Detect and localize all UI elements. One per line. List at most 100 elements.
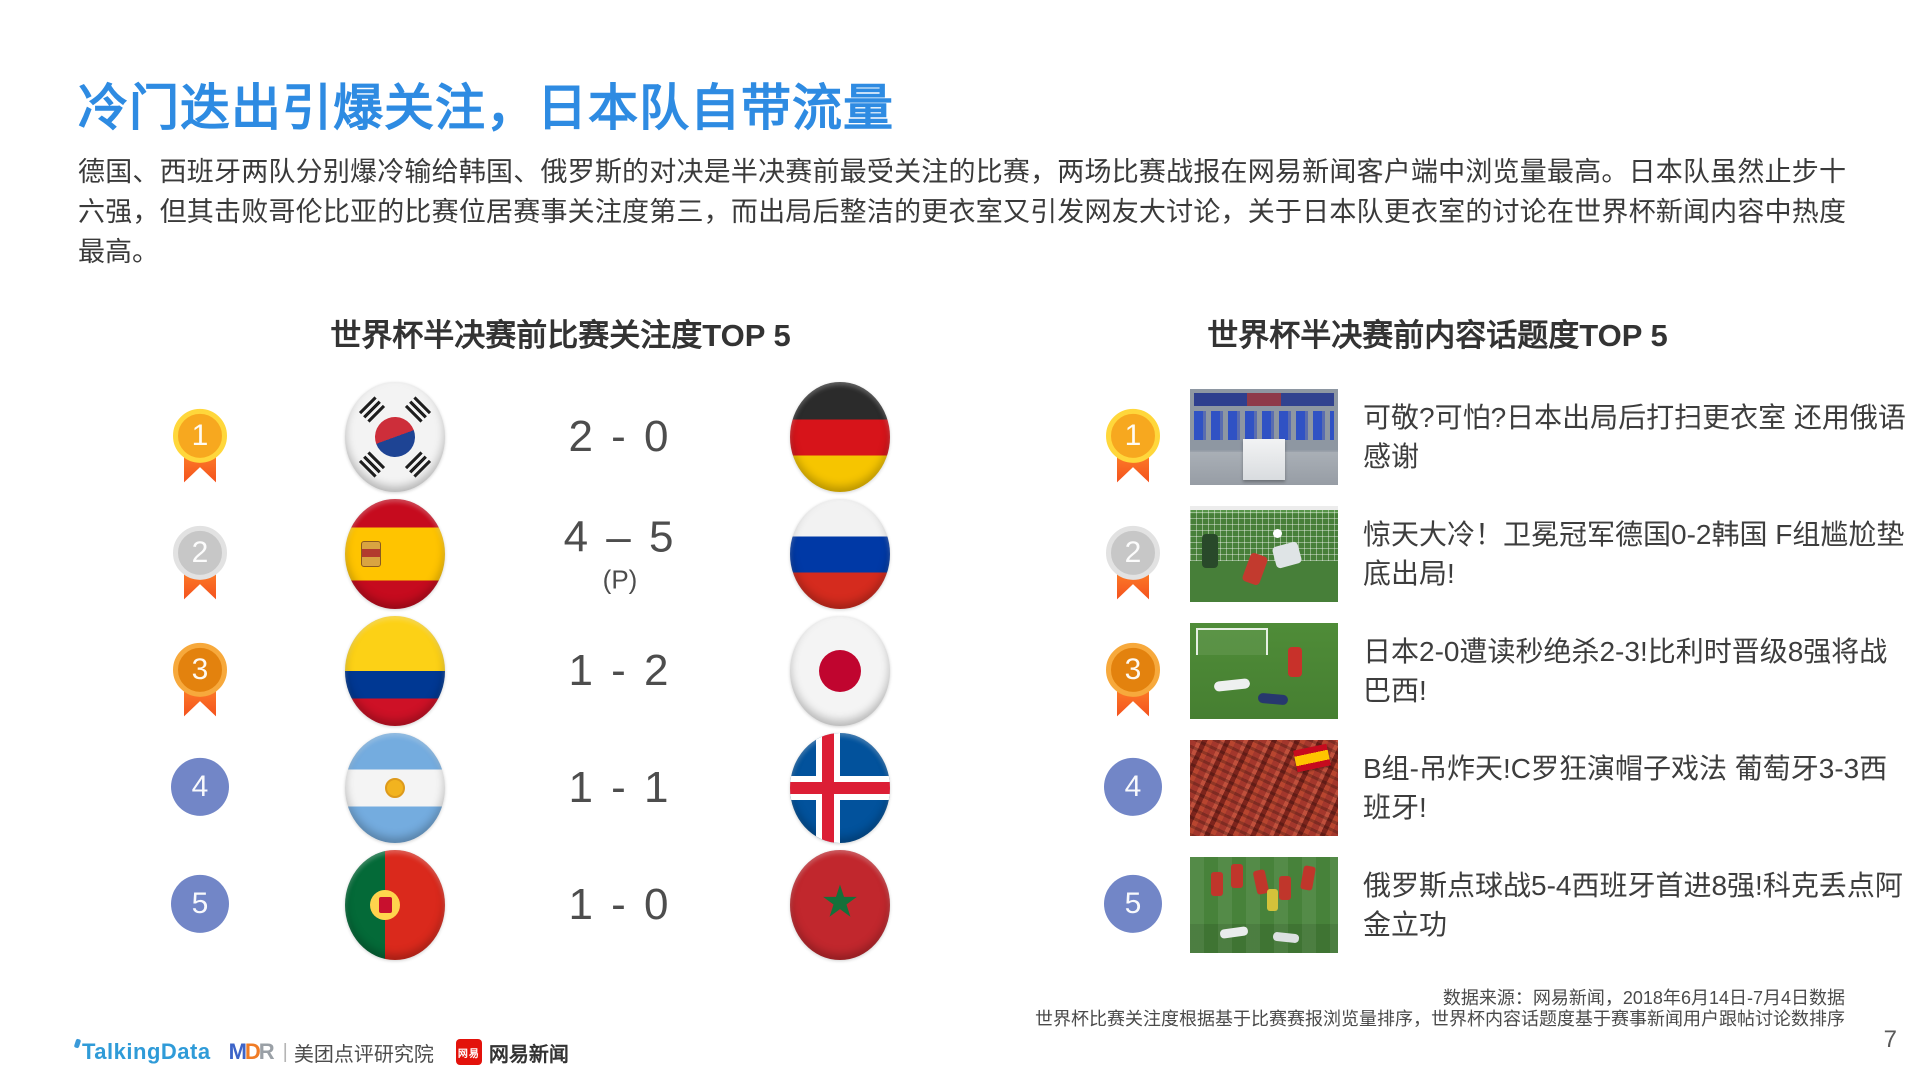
page-title: 冷门迭出引爆关注，日本队自带流量 (78, 80, 894, 136)
news-thumbnail-locker-room (1190, 388, 1338, 485)
cross-shape (790, 781, 890, 794)
news-row-5: 5 俄罗斯点球战5-4西班牙首进8强!科克丢点阿金立功 (0, 846, 1921, 963)
flag-russia-icon (790, 498, 890, 609)
argentina-sun-shape (385, 777, 405, 798)
rank-2-silver-medal-icon: 2 (1104, 523, 1162, 600)
news-title: 可敬?可怕?日本出局后打扫更衣室 还用俄语感谢 (1363, 401, 1906, 472)
thumb-seats-shape (1194, 410, 1334, 441)
flag-colombia-icon (345, 615, 445, 726)
source-line-1: 数据来源：网易新闻，2018年6月14日-7月4日数据 (1442, 988, 1845, 1008)
flag-spain-icon (345, 498, 445, 609)
news-title: 俄罗斯点球战5-4西班牙首进8强!科克丢点阿金立功 (1363, 869, 1903, 940)
rank-2-silver-medal-icon: 2 (171, 523, 229, 600)
talkingdata-tick-icon (73, 1038, 82, 1049)
rank-3-bronze-medal-icon: 3 (1104, 640, 1162, 717)
news-row-2: 2 惊天大冷！卫冕冠军德国0-2韩国 F组尴尬垫底出局! (0, 495, 1921, 612)
source-line-2: 世界杯比赛关注度根据基于比赛赛报浏览量排序，世界杯内容话题度基于赛事新闻用户跟帖… (1035, 1009, 1845, 1029)
news-row-1: 1 可敬?可怕?日本出局后打扫更衣室 还用俄语感谢 (0, 378, 1921, 495)
match-score: 1 - 0 (530, 880, 710, 930)
page-number: 7 (1883, 1026, 1897, 1053)
score-value: 1 - 1 (568, 762, 672, 812)
morocco-star-icon: ★ (820, 876, 860, 926)
medal-coin: 2 (173, 525, 227, 580)
medal-coin: 3 (173, 642, 227, 697)
japan-sun-shape (819, 649, 861, 692)
thumb-player-shape (1201, 534, 1218, 569)
news-title: 惊天大冷！卫冕冠军德国0-2韩国 F组尴尬垫底出局! (1363, 518, 1905, 589)
news-title: 日本2-0遭读秒绝杀2-3!比利时晋级8强将战巴西! (1363, 635, 1888, 706)
rank-number: 3 (1124, 652, 1142, 686)
news-title: B组-吊炸天!C罗狂演帽子戏法 葡萄牙3-3西班牙! (1363, 752, 1888, 823)
rank-3-bronze-medal-icon: 3 (171, 640, 229, 717)
news-row-3: 3 日本2-0遭读秒绝杀2-3!比利时晋级8强将战巴西! (0, 612, 1921, 729)
flag-portugal-icon (345, 849, 445, 960)
data-source-note: 数据来源：网易新闻，2018年6月14日-7月4日数据 世界杯比赛关注度根据基于… (645, 988, 1845, 1030)
match-score: 1 - 2 (530, 646, 710, 696)
thumb-crossbar-shape (1190, 505, 1338, 510)
rank-number: 1 (191, 418, 209, 452)
rank-4-badge: 4 (1104, 757, 1162, 816)
news-thumbnail-goal-net (1190, 505, 1338, 602)
thumb-player-shape (1231, 864, 1244, 889)
match-row-2: 2 4 – 5 (P) (0, 495, 1921, 612)
rank-circle: 4 (171, 757, 229, 816)
talkingdata-logo: TalkingData (73, 1038, 211, 1065)
rank-number: 5 (1124, 886, 1142, 920)
score-penalty-note: (P) (602, 564, 638, 594)
rank-number: 3 (191, 652, 209, 686)
rank-5-badge: 5 (171, 874, 229, 933)
mdr-letter: M (228, 1039, 247, 1064)
rank-number: 4 (1124, 769, 1142, 803)
left-section-title: 世界杯半决赛前比赛关注度TOP 5 (330, 318, 791, 353)
rank-1-gold-medal-icon: 1 (1104, 406, 1162, 483)
thumb-goal-shape (1195, 628, 1268, 656)
medal-coin: 1 (1106, 408, 1160, 463)
spain-crest-shape (361, 540, 381, 567)
score-value: 1 - 2 (568, 645, 672, 695)
match-score: 1 - 1 (530, 763, 710, 813)
netease-badge-icon: 网易 (455, 1039, 482, 1065)
medal-coin: 2 (1106, 525, 1160, 580)
flag-south-korea-icon (345, 381, 445, 492)
news-thumbnail-celebration (1190, 856, 1338, 953)
rank-number: 5 (191, 886, 209, 920)
thumb-player-shape (1287, 647, 1302, 678)
logo-divider: | (282, 1040, 288, 1063)
flag-germany-icon (790, 381, 890, 492)
thumb-player-shape (1257, 692, 1289, 705)
footer-logos: TalkingData M D R | 美团点评研究院 网易 网易新闻 (73, 1038, 569, 1067)
netease-news-name: 网易新闻 (488, 1043, 569, 1066)
rank-circle: 5 (171, 874, 229, 933)
mdr-letter: D (244, 1039, 261, 1064)
rank-5-badge: 5 (1104, 874, 1162, 933)
thumb-referee-shape (1266, 889, 1278, 912)
right-section-title: 世界杯半决赛前内容话题度TOP 5 (1207, 318, 1668, 353)
thumb-player-shape (1213, 678, 1251, 692)
thumb-ball-shape (1272, 528, 1282, 538)
match-row-1: 1 2 - 0 (0, 378, 1921, 495)
match-score: 2 - 0 (530, 412, 710, 462)
flag-argentina-icon (345, 732, 445, 843)
news-thumbnail-red-crowd (1190, 739, 1338, 836)
thumb-player-shape (1210, 871, 1223, 896)
rank-1-gold-medal-icon: 1 (171, 406, 229, 483)
match-row-4: 4 1 - 1 (0, 729, 1921, 846)
match-row-3: 3 1 - 2 (0, 612, 1921, 729)
flag-morocco-icon: ★ (790, 849, 890, 960)
netease-news-logo: 网易 网易新闻 (455, 1038, 569, 1067)
thumb-table-shape (1243, 439, 1285, 480)
rank-number: 2 (1124, 535, 1142, 569)
mdr-letter: R (258, 1039, 275, 1064)
flag-iceland-icon (790, 732, 890, 843)
thumb-player-shape (1278, 875, 1291, 900)
meituan-dianping-logo: M D R | 美团点评研究院 (229, 1038, 434, 1067)
medal-coin: 1 (173, 408, 227, 463)
rank-circle: 5 (1104, 874, 1162, 933)
score-value: 2 - 0 (568, 411, 672, 461)
rank-number: 2 (191, 535, 209, 569)
talkingdata-logo-text: TalkingData (82, 1039, 211, 1064)
rank-number: 1 (1124, 418, 1142, 452)
match-score: 4 – 5 (P) (530, 512, 710, 595)
portugal-shield-shape (378, 896, 392, 913)
